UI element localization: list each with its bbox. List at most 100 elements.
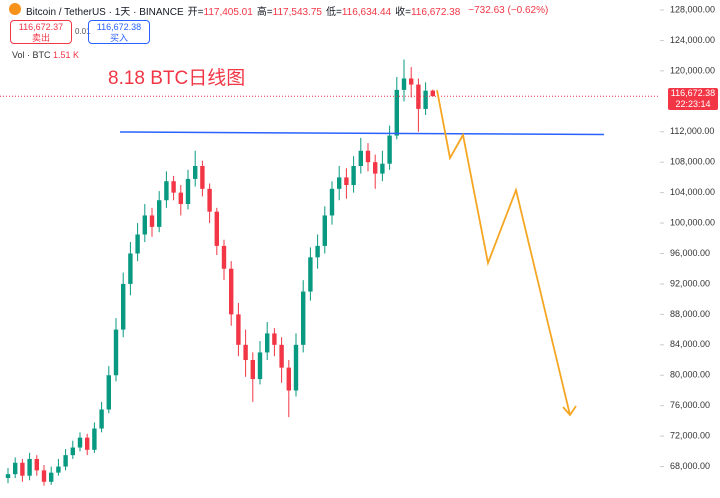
candle-body <box>34 458 39 471</box>
candle-body <box>322 215 327 246</box>
header: Bitcoin / TetherUS · 1天 · BINANCE 开=117,… <box>26 3 548 18</box>
y-tick-label: 88,000.00 <box>670 309 710 319</box>
candle-body <box>135 234 140 254</box>
countdown: 22:23:14 <box>675 99 711 110</box>
logo <box>9 3 21 15</box>
sell-price: 116,672.37 <box>18 22 64 32</box>
candle-body <box>236 314 241 345</box>
y-tick-label: 92,000.00 <box>670 278 710 288</box>
candle-body <box>193 165 198 179</box>
candle-body <box>337 177 342 189</box>
candle-body <box>214 211 219 246</box>
candle-body <box>243 344 248 361</box>
candle-body <box>423 90 428 109</box>
stat-label: 高= <box>256 7 273 18</box>
candle-body <box>77 437 83 448</box>
sell-label: 卖出 <box>31 33 50 43</box>
candle-body <box>401 78 407 90</box>
y-tick-label: 80,000.00 <box>670 370 710 380</box>
y-tick-label: 120,000.00 <box>670 65 715 75</box>
candle-body <box>49 472 54 482</box>
candle-body <box>106 375 111 410</box>
volume-legend: Vol · BTC 1.51 K <box>12 50 79 60</box>
spread: 0.01 <box>75 27 91 36</box>
volume-label: Vol · BTC <box>12 50 51 60</box>
candle-body <box>430 90 435 97</box>
y-tick-label: 112,000.00 <box>670 126 714 136</box>
annotation: 8.18 BTC日线图 <box>108 68 246 89</box>
candle-body <box>373 162 378 174</box>
y-tick-label: 108,000.00 <box>670 157 715 167</box>
candle-body <box>27 458 32 476</box>
candle-body <box>63 455 68 467</box>
candle-body <box>265 333 270 353</box>
candle-body <box>13 462 18 475</box>
stat-label: 开= <box>187 7 204 18</box>
candle-body <box>178 192 183 205</box>
change: −732.63 (−0.62%) <box>468 5 549 16</box>
candle-body <box>149 215 155 227</box>
stat-value: 117,405.01 <box>203 7 253 18</box>
price-tag: 116,672.38 <box>670 88 716 99</box>
candle-body <box>171 181 176 193</box>
candle-body <box>387 135 392 164</box>
candle-body <box>257 352 263 380</box>
candle-body <box>121 283 126 330</box>
y-tick-label: 76,000.00 <box>670 400 710 410</box>
candle-body <box>164 181 169 201</box>
y-tick-label: 84,000.00 <box>670 339 710 349</box>
price-tag: 116,672.38 22:23:14 <box>668 88 718 111</box>
buy-price: 116,672.38 <box>96 22 142 32</box>
stat-value: 116,672.38 <box>410 7 461 18</box>
stat-value: 117,543.75 <box>272 7 322 18</box>
candle-body <box>315 245 320 258</box>
candle-body <box>56 466 61 473</box>
candle-body <box>344 177 349 186</box>
candle-body <box>5 474 11 478</box>
candle-body <box>41 470 47 482</box>
volume-value: 1.51 K <box>53 50 80 60</box>
candle-body <box>185 178 191 205</box>
drawn-arrowhead <box>562 405 577 417</box>
candle-body <box>308 257 313 292</box>
candle-body <box>70 447 75 456</box>
candle-body <box>394 89 399 136</box>
candle-body <box>85 437 90 450</box>
y-tick-label: 104,000.00 <box>670 187 715 197</box>
symbol-title[interactable]: Bitcoin / TetherUS · 1天 · BINANCE <box>26 7 184 18</box>
candle-body <box>329 188 335 216</box>
drawn-projection <box>436 89 571 416</box>
candle-body <box>293 344 299 391</box>
candle-body <box>221 245 227 269</box>
candle-body <box>351 165 356 186</box>
candle-body <box>142 215 147 235</box>
candle-body <box>358 150 363 166</box>
buy-button[interactable]: 116,672.38 买入 <box>88 20 150 44</box>
y-tick-label: 128,000.00 <box>670 4 715 14</box>
candle-body <box>416 84 421 109</box>
candle-body <box>286 367 291 391</box>
candle-body <box>380 163 385 174</box>
sell-button[interactable]: 116,672.37 卖出 <box>10 20 72 44</box>
candle-body <box>128 253 133 284</box>
candle-body <box>365 150 371 163</box>
candle-body <box>207 188 212 212</box>
ohlc-stats: 开=117,405.01 高=117,543.75 低=116,634.44 收=11… <box>188 3 465 18</box>
candle-body <box>99 409 104 429</box>
candle-body <box>200 165 205 189</box>
candle-body <box>409 78 414 85</box>
candle-body <box>113 329 119 376</box>
candle-body <box>229 268 234 315</box>
candle-body <box>20 462 25 476</box>
y-tick-label: 96,000.00 <box>670 248 710 258</box>
candle-body <box>301 291 306 345</box>
y-tick-label: 100,000.00 <box>670 217 715 227</box>
stat-label: 收= <box>395 7 411 18</box>
candle-body <box>92 428 97 450</box>
y-tick-label: 72,000.00 <box>670 431 710 441</box>
candle-body <box>272 333 277 345</box>
buy-label: 买入 <box>109 33 128 43</box>
y-tick-label: 68,000.00 <box>670 461 710 471</box>
